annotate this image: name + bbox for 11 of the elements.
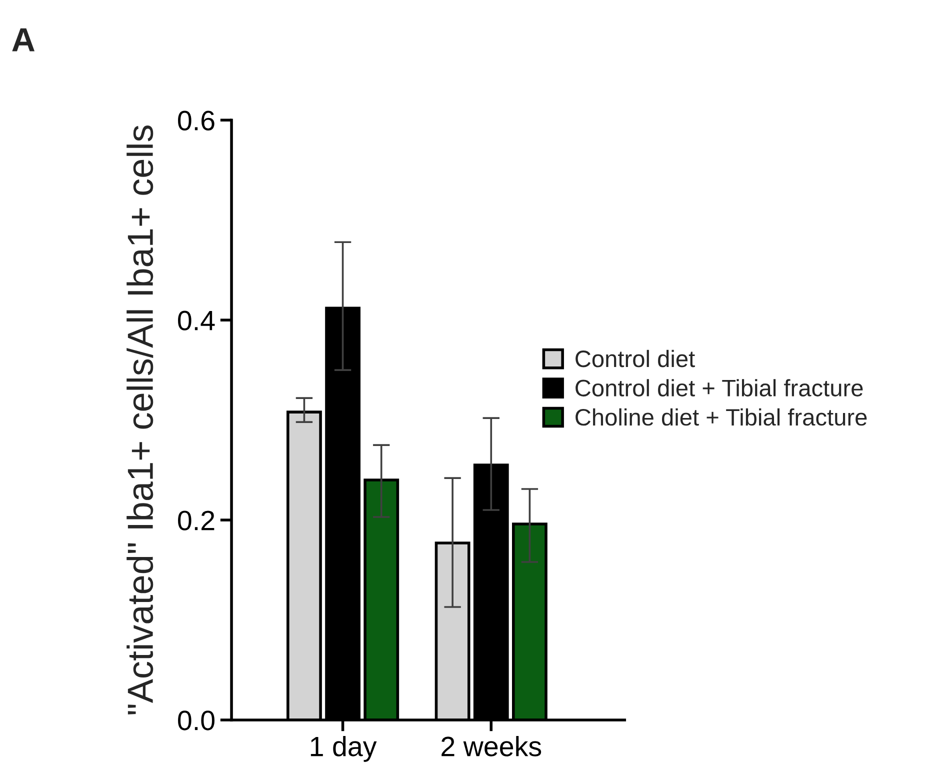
legend-label: Choline diet + Tibial fracture [576,408,867,426]
legend-label: Control diet [576,350,695,368]
y-axis-title: "Activated" Iba1+ cells/All Iba1+ cells [126,126,154,714]
text: A [12,28,35,52]
legend-label: Control diet + Tibial fracture [576,379,863,396]
y-tick-label: 0.4 [178,310,215,330]
y-tick-label: 0.6 [178,110,214,130]
y-tick-label: 0.2 [178,510,214,530]
x-tick-label: 1 day [310,736,377,762]
x-tick-label: 2 weeks [442,736,542,756]
y-tick-label: 0.0 [178,710,214,730]
